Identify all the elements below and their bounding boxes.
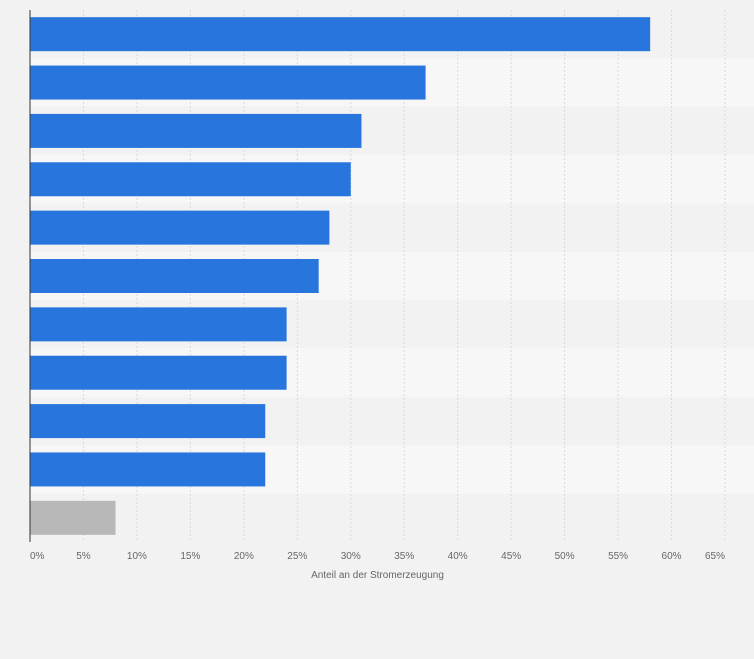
x-tick-label: 65%: [705, 551, 725, 562]
x-tick-label: 0%: [30, 551, 45, 562]
bar[interactable]: [30, 17, 651, 52]
bar[interactable]: [30, 113, 362, 148]
x-tick-labels: 0% 5% 10% 15% 20% 25% 30% 35% 40% 45% 50% 55% 60% 65%: [30, 551, 725, 562]
bar[interactable]: [30, 452, 266, 487]
x-tick-label: 30%: [341, 551, 361, 562]
x-tick-label: 35%: [394, 551, 414, 562]
bar[interactable]: [30, 65, 426, 100]
bar[interactable]: [30, 500, 116, 535]
x-tick-label: 50%: [555, 551, 575, 562]
bar[interactable]: [30, 162, 351, 197]
x-tick-label: 20%: [234, 551, 254, 562]
x-tick-label: 60%: [662, 551, 682, 562]
x-tick-label: 15%: [180, 551, 200, 562]
bar[interactable]: [30, 259, 319, 293]
row-band: [30, 493, 754, 542]
bar[interactable]: [30, 210, 330, 245]
x-tick-label: 5%: [76, 551, 91, 562]
x-tick-label: 10%: [127, 551, 147, 562]
bar[interactable]: [30, 404, 266, 439]
x-tick-label: 55%: [608, 551, 628, 562]
bars: [30, 17, 651, 535]
x-tick-label: 40%: [448, 551, 468, 562]
x-tick-label: 45%: [501, 551, 521, 562]
bar[interactable]: [30, 355, 287, 390]
x-tick-label: 25%: [287, 551, 307, 562]
x-axis-title: Anteil an der Stromerzeugung: [311, 570, 444, 581]
bar[interactable]: [30, 307, 287, 342]
